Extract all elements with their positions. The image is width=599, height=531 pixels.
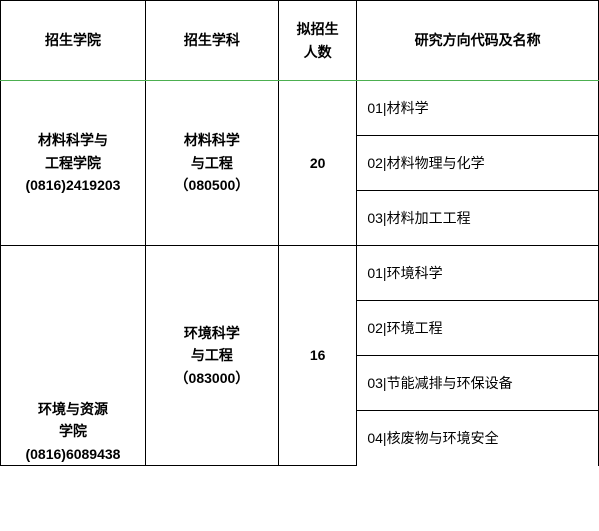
cell-direction: 03|材料加工工程 <box>357 191 599 246</box>
header-direction: 研究方向代码及名称 <box>357 1 599 81</box>
header-count: 拟招生 人数 <box>278 1 357 81</box>
cell-direction: 01|材料学 <box>357 81 599 136</box>
cell-discipline: 材料科学 与工程 （080500） <box>145 81 278 246</box>
cell-count: 16 <box>278 246 357 466</box>
header-discipline: 招生学科 <box>145 1 278 81</box>
cell-direction: 01|环境科学 <box>357 246 599 301</box>
cell-direction: 02|材料物理与化学 <box>357 136 599 191</box>
cell-direction: 02|环境工程 <box>357 301 599 356</box>
header-row: 招生学院 招生学科 拟招生 人数 研究方向代码及名称 <box>1 1 599 81</box>
header-college: 招生学院 <box>1 1 146 81</box>
cell-discipline: 环境科学 与工程 （083000） <box>145 246 278 466</box>
enrollment-table: 招生学院 招生学科 拟招生 人数 研究方向代码及名称 材料科学与 工程学院 (0… <box>0 0 599 466</box>
cell-direction: 03|节能减排与环保设备 <box>357 356 599 411</box>
table-row: 材料科学与 工程学院 (0816)2419203 材料科学 与工程 （08050… <box>1 81 599 136</box>
cell-college: 材料科学与 工程学院 (0816)2419203 <box>1 81 146 246</box>
cell-direction: 04|核废物与环境安全 <box>357 411 599 466</box>
cell-count: 20 <box>278 81 357 246</box>
cell-college: 环境与资源 学院 (0816)6089438 <box>1 246 146 466</box>
table-row: 环境与资源 学院 (0816)6089438 环境科学 与工程 （083000）… <box>1 246 599 301</box>
